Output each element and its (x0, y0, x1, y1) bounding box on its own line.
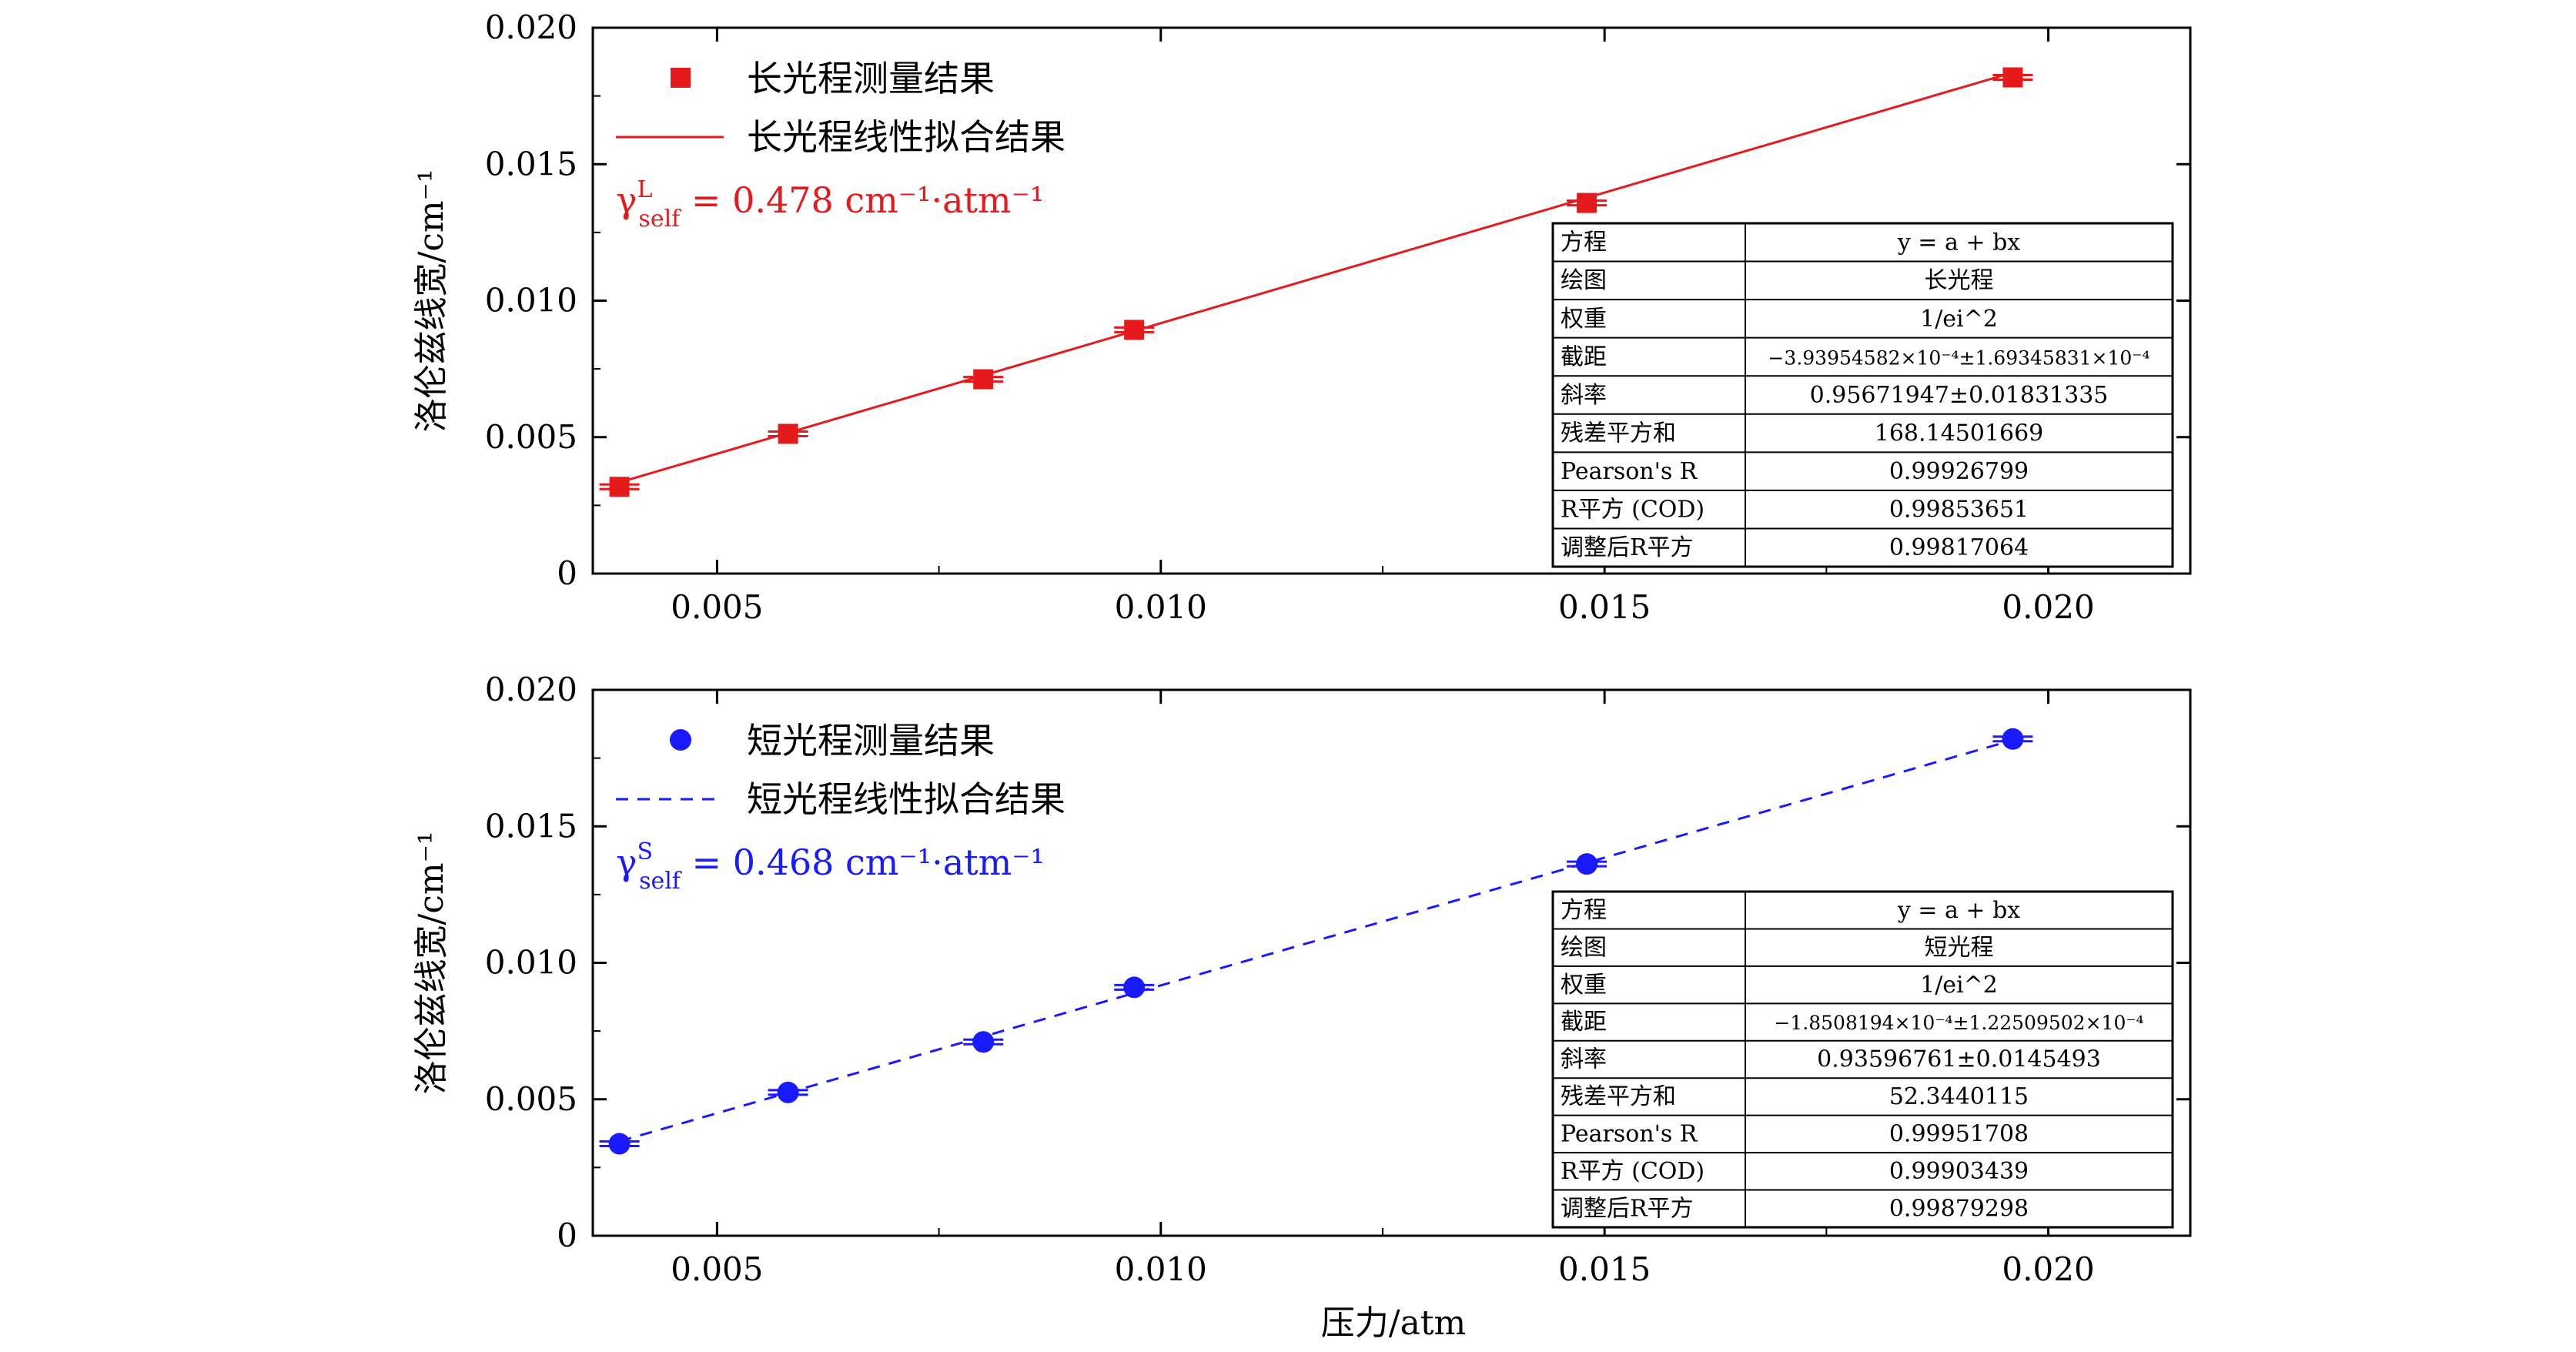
x-tick-label: 0.010 (1115, 1250, 1207, 1288)
legend-marker (670, 729, 691, 751)
table-value: 0.93596761±0.0145493 (1817, 1046, 2101, 1073)
data-point (2002, 728, 2024, 750)
data-point (1576, 853, 1598, 875)
x-tick-label: 0.010 (1115, 588, 1207, 626)
table-key: 方程 (1561, 897, 1607, 924)
table-key: 绘图 (1561, 267, 1607, 294)
data-point (1123, 976, 1146, 999)
y-tick-label: 0.010 (485, 282, 577, 320)
y-tick-label: 0.010 (485, 944, 577, 982)
table-value: 长光程 (1925, 267, 1994, 294)
gamma-annotation: γS self = 0.468 cm⁻¹·atm⁻¹ (616, 838, 1045, 895)
table-value: 0.99817064 (1889, 534, 2029, 561)
table-key: 斜率 (1561, 382, 1607, 409)
x-tick-label: 0.015 (1558, 1250, 1651, 1288)
table-value: 52.3440115 (1889, 1083, 2029, 1110)
table-key: Pearson's R (1561, 1121, 1698, 1148)
legend-label-fit: 短光程线性拟合结果 (747, 778, 1066, 820)
legend-label-fit: 长光程线性拟合结果 (747, 116, 1066, 158)
fit-line (619, 71, 2013, 484)
fit-line (619, 738, 2013, 1143)
y-axis-title: 洛伦兹线宽/cm⁻¹ (412, 169, 451, 432)
legend-label-points: 短光程测量结果 (747, 720, 995, 761)
table-key: 残差平方和 (1561, 420, 1676, 447)
data-point (973, 369, 994, 390)
panel-1: 0.005 0.010 0.015 0.020 0 0.005 0.010 0.015 0.02… (412, 8, 2192, 626)
table-key: 方程 (1561, 229, 1607, 256)
x-axis-title: 压力/atm (1321, 1303, 1466, 1343)
table-value: 168.14501669 (1875, 420, 2044, 447)
table-value: 0.99879298 (1889, 1195, 2029, 1222)
panel-2: 0.005 0.010 0.015 0.020 0 0.005 0.010 0.015 0.02… (412, 671, 2192, 1288)
table-value: −3.93954582×10⁻⁴±1.69345831×10⁻⁴ (1768, 346, 2149, 369)
table-key: 权重 (1561, 306, 1607, 333)
table-key: Pearson's R (1561, 458, 1698, 485)
y-tick-label: 0.020 (485, 671, 577, 708)
table-key: 绘图 (1561, 934, 1607, 961)
y-tick-label: 0.015 (485, 145, 577, 182)
table-border (1551, 222, 2174, 568)
legend-label-points: 长光程测量结果 (747, 58, 995, 99)
table-key: 截距 (1561, 1009, 1607, 1036)
table-value: 0.99926799 (1889, 458, 2029, 485)
gamma-annotation: γL self = 0.478 cm⁻¹·atm⁻¹ (616, 176, 1044, 233)
data-point (777, 1081, 799, 1103)
x-tick-label: 0.020 (2002, 1250, 2094, 1288)
data-point (609, 477, 630, 497)
table-value: 0.99853651 (1889, 497, 2029, 524)
table-value: 0.95671947±0.01831335 (1810, 382, 2109, 409)
y-tick-label: 0.005 (485, 1080, 577, 1118)
x-tick-label: 0.015 (1558, 588, 1651, 626)
table-key: 调整后R平方 (1561, 534, 1694, 561)
table-key: 调整后R平方 (1561, 1195, 1694, 1222)
table-key: 残差平方和 (1561, 1083, 1676, 1110)
data-point (1577, 192, 1597, 213)
x-tick-label: 0.020 (2002, 588, 2094, 626)
table-key: R平方 (COD) (1561, 497, 1705, 524)
y-tick-label: 0 (557, 1216, 577, 1254)
data-point (2002, 67, 2023, 88)
y-axis-title: 洛伦兹线宽/cm⁻¹ (412, 831, 451, 1094)
legend-marker (671, 68, 691, 88)
x-tick-label: 0.005 (671, 1250, 763, 1288)
table-value: y = a + bx (1897, 229, 2020, 256)
y-tick-label: 0.005 (485, 418, 577, 456)
table-value: 0.99903439 (1889, 1158, 2029, 1185)
table-value: 1/ei^2 (1920, 972, 1998, 999)
table-value: y = a + bx (1897, 897, 2020, 924)
x-tick-label: 0.005 (671, 588, 763, 626)
table-value: 1/ei^2 (1920, 306, 1998, 333)
data-point (972, 1031, 995, 1053)
y-tick-label: 0.015 (485, 807, 577, 845)
table-key: R平方 (COD) (1561, 1158, 1705, 1185)
data-point (608, 1133, 631, 1155)
data-point (778, 423, 798, 444)
table-value: −1.8508194×10⁻⁴±1.22509502×10⁻⁴ (1774, 1012, 2143, 1034)
table-value: 0.99951708 (1889, 1121, 2029, 1148)
y-tick-label: 0.020 (485, 8, 577, 46)
table-value: 短光程 (1925, 934, 1994, 961)
table-key: 权重 (1561, 972, 1607, 999)
table-border (1551, 890, 2174, 1229)
table-key: 截距 (1561, 343, 1607, 370)
table-key: 斜率 (1561, 1046, 1607, 1073)
data-point (1124, 320, 1145, 340)
y-tick-label: 0 (557, 554, 577, 592)
